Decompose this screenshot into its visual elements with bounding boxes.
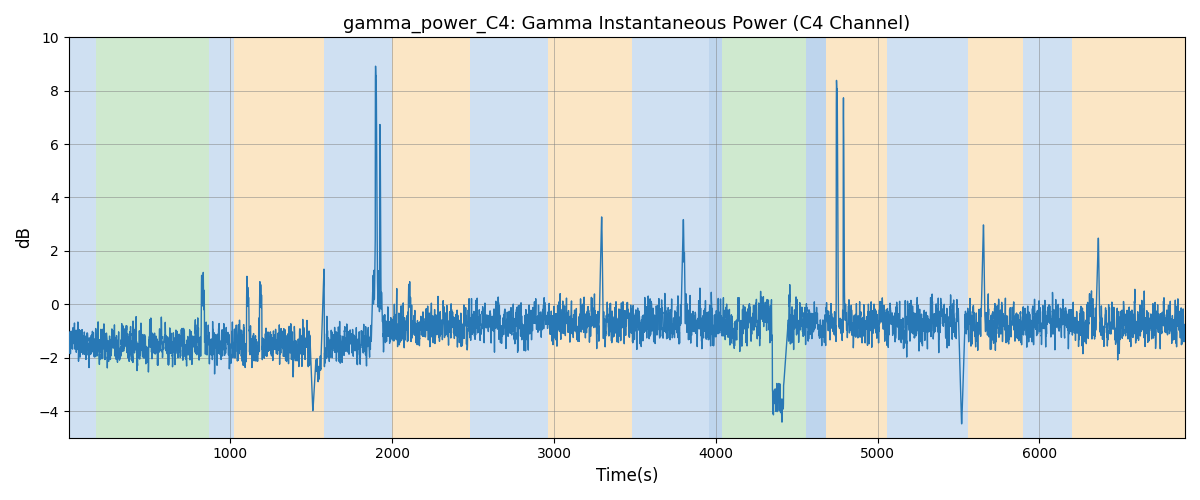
Bar — [68, 38, 96, 438]
Bar — [547, 38, 631, 438]
Bar — [234, 38, 324, 438]
Bar — [887, 38, 968, 438]
Bar — [1072, 38, 1186, 438]
Bar — [631, 38, 709, 438]
Bar — [806, 38, 826, 438]
Bar — [210, 38, 234, 438]
Bar — [968, 38, 1024, 438]
Bar — [709, 38, 722, 438]
Bar — [1024, 38, 1072, 438]
Bar — [324, 38, 392, 438]
Bar — [722, 38, 806, 438]
Bar — [392, 38, 470, 438]
X-axis label: Time(s): Time(s) — [595, 467, 658, 485]
Y-axis label: dB: dB — [16, 226, 34, 248]
Bar — [470, 38, 547, 438]
Bar — [826, 38, 887, 438]
Title: gamma_power_C4: Gamma Instantaneous Power (C4 Channel): gamma_power_C4: Gamma Instantaneous Powe… — [343, 15, 911, 34]
Bar — [96, 38, 210, 438]
